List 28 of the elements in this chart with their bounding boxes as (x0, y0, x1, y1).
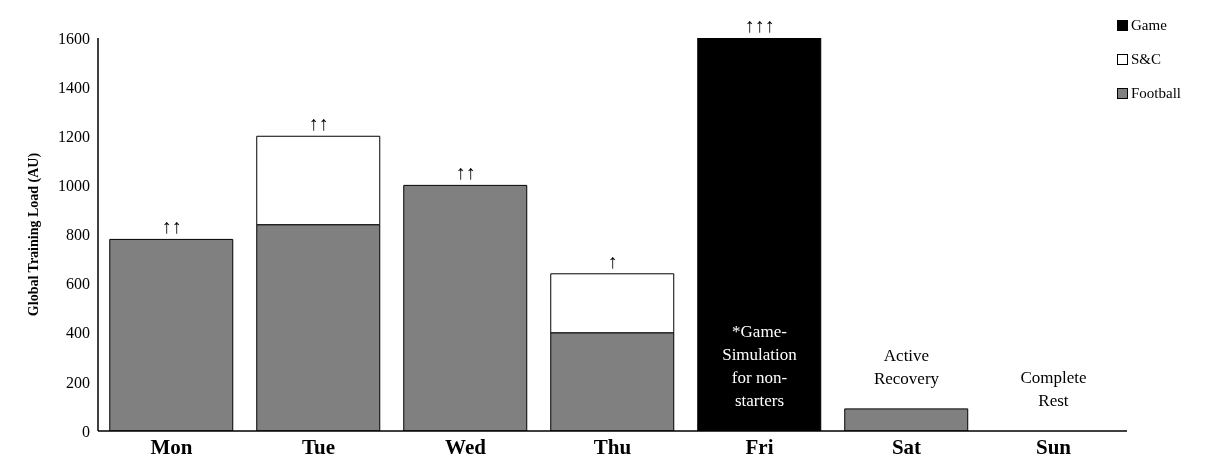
y-tick-label: 0 (82, 422, 90, 440)
x-tick-label: Sat (891, 434, 922, 459)
y-tick-label: 1600 (58, 29, 90, 47)
y-tick-label: 400 (66, 324, 90, 342)
x-tick-label: Thu (593, 434, 632, 459)
y-tick-label: 1400 (58, 78, 90, 96)
annotation: Active Recovery (873, 345, 940, 388)
y-tick-label: 1200 (58, 127, 90, 145)
x-tick-label: Sun (1035, 434, 1072, 459)
annotation: ↑ (607, 249, 618, 272)
annotation: ↑↑↑ (744, 14, 775, 36)
x-tick-label: Tue (301, 434, 336, 459)
annotation: ↑↑ (161, 215, 182, 238)
x-tick-label: Mon (150, 434, 193, 459)
y-tick-label: 800 (66, 226, 90, 244)
legend-label: Football (1130, 84, 1181, 103)
y-tick-label: 600 (66, 275, 90, 293)
annotation: *Game-Simulation for non-starters (722, 322, 798, 410)
y-tick-label: 1000 (58, 177, 90, 195)
x-tick-label: Fri (745, 434, 774, 459)
x-tick-label: Wed (445, 434, 487, 459)
y-tick-label: 200 (66, 373, 90, 391)
annotation: ↑↑ (308, 112, 329, 135)
annotation: ↑↑ (455, 161, 476, 184)
legend-label: Game (1130, 16, 1167, 35)
annotation: Complete Rest (1020, 368, 1087, 410)
y-axis-title: Global Training Load (AU) (25, 152, 42, 317)
legend-label: S&C (1130, 50, 1161, 69)
